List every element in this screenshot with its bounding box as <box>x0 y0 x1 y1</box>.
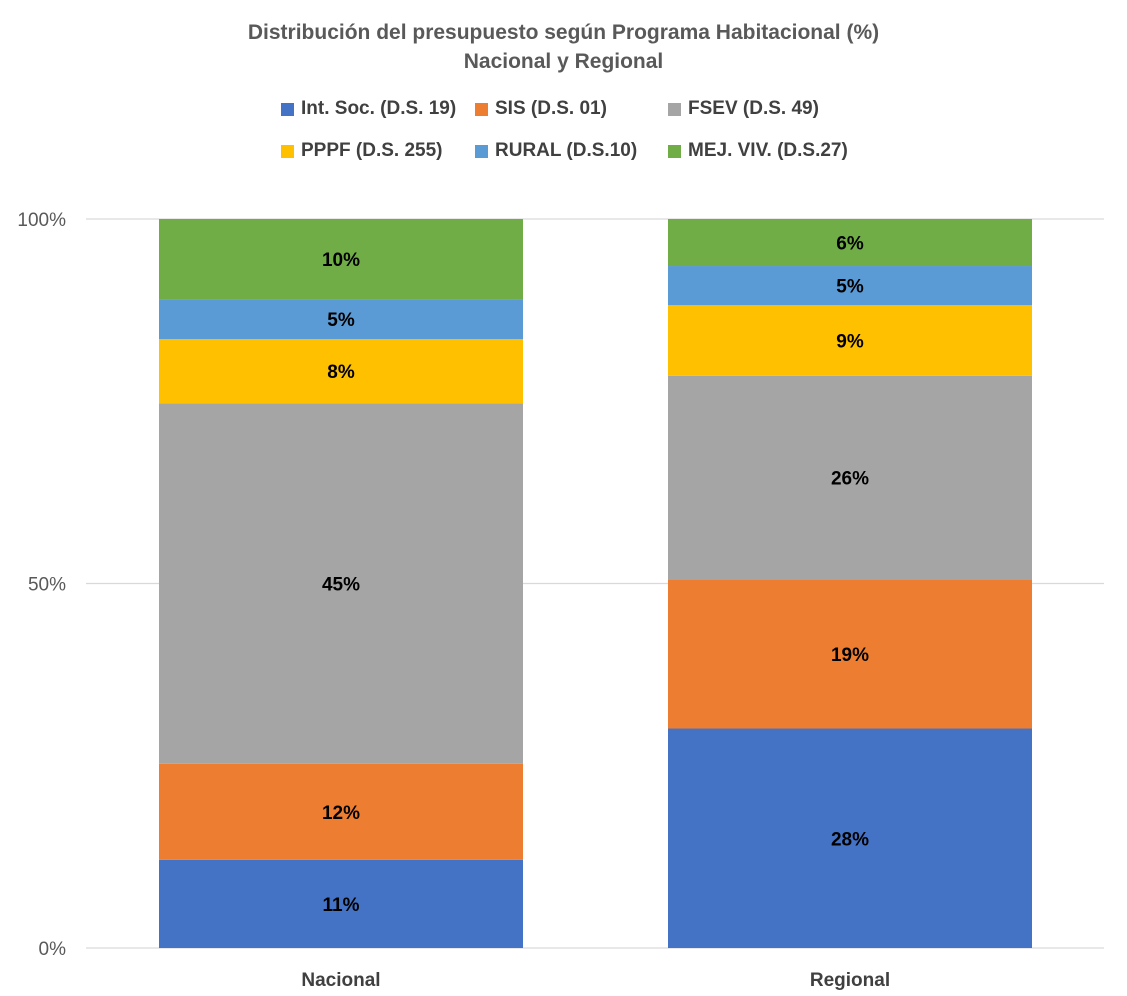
legend-row-1: Int. Soc. (D.S. 19) SIS (D.S. 01) FSEV (… <box>0 98 1127 124</box>
bar-nacional-series-5 <box>159 219 523 300</box>
data-label-regional-series-2: 26% <box>831 469 869 490</box>
legend-row-2: PPPF (D.S. 255) RURAL (D.S.10) MEJ. VIV.… <box>0 140 1127 166</box>
bar-nacional-series-3 <box>159 339 523 404</box>
bar-regional-series-4 <box>668 266 1032 306</box>
data-label-nacional-series-4: 5% <box>327 310 355 331</box>
legend-label-int-soc: Int. Soc. (D.S. 19) <box>301 98 457 119</box>
y-tick-label-0: 0% <box>39 939 67 960</box>
bar-regional-series-3 <box>668 305 1032 376</box>
legend-label-pppf: PPPF (D.S. 255) <box>301 140 443 161</box>
data-label-nacional-series-0: 11% <box>323 895 360 916</box>
legend-item-int-soc: Int. Soc. (D.S. 19) <box>281 98 456 120</box>
legend-label-rural: RURAL (D.S.10) <box>495 140 638 161</box>
chart-subtitle: Nacional y Regional <box>463 50 664 73</box>
data-labels: 11% 12% 45% 8% 5% 10% 28% 19% 26% 9% 5% 6% <box>322 234 869 916</box>
bar-nacional-series-2 <box>159 403 523 764</box>
axes: 0% 50% 100% Nacional Regional <box>17 210 890 991</box>
data-label-regional-series-3: 9% <box>836 332 864 353</box>
legend-label-sis: SIS (D.S. 01) <box>495 98 607 119</box>
legend-item-pppf: PPPF (D.S. 255) <box>281 140 443 162</box>
legend-label-fsev: FSEV (D.S. 49) <box>688 98 819 119</box>
legend-item-sis: SIS (D.S. 01) <box>475 98 607 120</box>
data-label-nacional-series-2: 45% <box>322 575 360 596</box>
bar-regional-series-2 <box>668 375 1032 580</box>
y-tick-label-100: 100% <box>17 210 66 231</box>
data-label-nacional-series-3: 8% <box>327 362 355 383</box>
legend-swatch-fsev <box>668 102 681 116</box>
bar-nacional-series-1 <box>159 763 523 860</box>
bar-regional-series-0 <box>668 728 1032 948</box>
data-label-nacional-series-1: 12% <box>322 803 360 824</box>
data-label-regional-series-5: 6% <box>836 234 864 255</box>
data-label-regional-series-4: 5% <box>836 277 864 298</box>
bar-nacional-series-0 <box>159 859 523 948</box>
legend-swatch-rural <box>475 144 488 158</box>
legend-swatch-mej-viv <box>668 144 681 158</box>
bars <box>159 219 1032 948</box>
chart-title-line: Distribución del presupuesto según Progr… <box>247 21 880 44</box>
legend-item-rural: RURAL (D.S.10) <box>475 140 637 162</box>
x-category-label-nacional: Nacional <box>301 970 380 991</box>
bar-regional-series-5 <box>668 219 1032 267</box>
data-label-nacional-series-5: 10% <box>322 250 360 271</box>
chart-title: Distribución del presupuesto según Progr… <box>0 18 1127 76</box>
legend-item-fsev: FSEV (D.S. 49) <box>668 98 819 120</box>
legend-label-mej-viv: MEJ. VIV. (D.S.27) <box>688 140 848 161</box>
data-label-regional-series-0: 28% <box>831 829 869 850</box>
data-label-regional-series-1: 19% <box>831 645 869 666</box>
legend-swatch-sis <box>475 102 488 116</box>
legend-swatch-int-soc <box>281 102 294 116</box>
x-category-label-regional: Regional <box>810 970 890 991</box>
bar-nacional-series-4 <box>159 299 523 340</box>
legend-swatch-pppf <box>281 144 294 158</box>
legend-item-mej-viv: MEJ. VIV. (D.S.27) <box>668 140 848 162</box>
y-tick-label-50: 50% <box>28 575 66 596</box>
bar-regional-series-1 <box>668 579 1032 729</box>
